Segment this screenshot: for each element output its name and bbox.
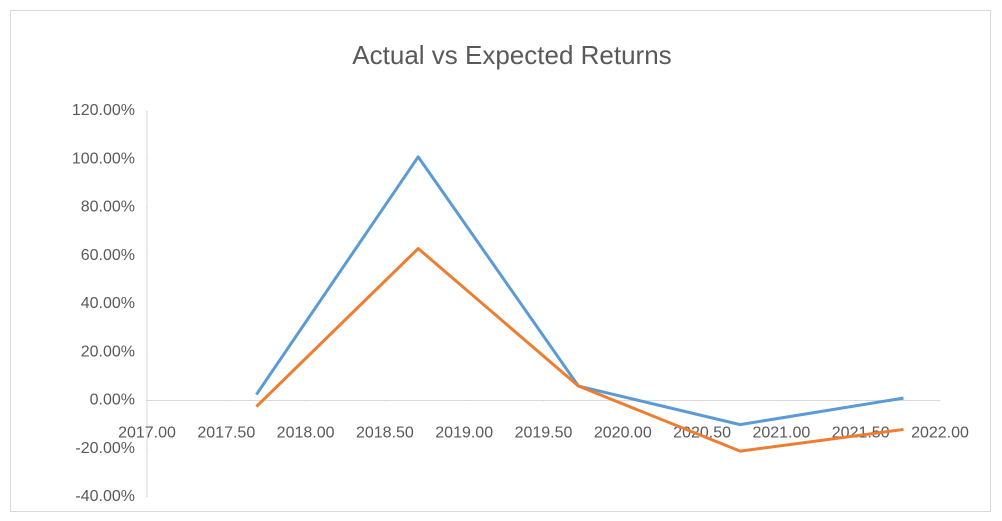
x-tick-label: 2019.00 [435, 425, 493, 442]
x-tick-label: 2020.00 [594, 425, 652, 442]
y-tick-label: -40.00% [75, 488, 135, 505]
y-tick-label: -20.00% [75, 440, 135, 457]
x-tick-label: 2018.50 [356, 425, 414, 442]
x-tick-label: 2021.00 [752, 425, 810, 442]
y-tick-label: 0.00% [90, 392, 135, 409]
x-tick-label: 2022.00 [911, 425, 969, 442]
series-line [255, 247, 904, 453]
x-tick-label: 2017.00 [118, 425, 176, 442]
y-tick-label: 120.00% [72, 102, 135, 119]
y-tick-label: 20.00% [81, 343, 135, 360]
y-tick-label: 80.00% [81, 199, 135, 216]
y-tick-label: 40.00% [81, 295, 135, 312]
chart-border [10, 10, 991, 512]
x-tick-label: 2017.50 [197, 425, 255, 442]
x-tick-label: 2019.50 [515, 425, 573, 442]
y-tick-label: 60.00% [81, 247, 135, 264]
y-tick-label: 100.00% [72, 150, 135, 167]
x-tick-label: 2018.00 [277, 425, 335, 442]
chart-title: Actual vs Expected Returns [352, 40, 671, 70]
